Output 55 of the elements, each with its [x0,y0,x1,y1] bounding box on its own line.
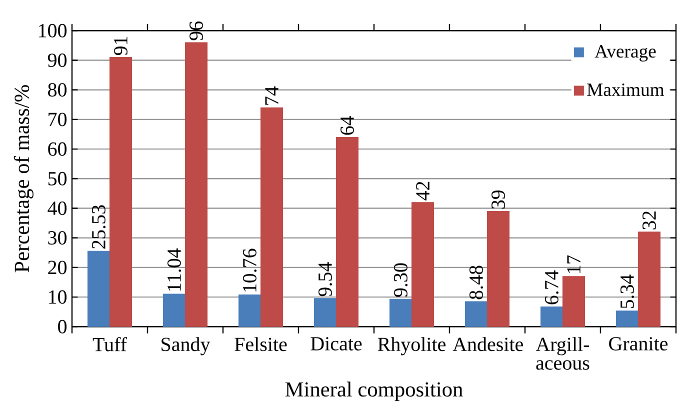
data-label: 42 [416,182,430,200]
y-axis-title: Percentage of mass/% [14,85,34,272]
bar [638,232,661,327]
y-tick-label: 30 [48,231,67,245]
x-tick-label: Dicate [310,337,362,350]
bar [389,298,412,327]
data-label: 96 [190,21,203,40]
y-tick-label: 100 [39,24,67,38]
y-tick-label: 70 [48,112,67,126]
data-label: 9.30 [394,263,408,297]
data-label: 32 [642,211,656,230]
bar [411,202,434,327]
data-label: 6.74 [544,270,559,304]
data-label: 64 [340,116,354,135]
x-tick-label: Tuff [92,337,127,352]
data-label: 8.48 [469,266,484,300]
y-tick-label: 80 [48,83,67,97]
bar [109,57,132,327]
y-tick-label: 50 [48,172,67,186]
data-label: 74 [265,86,278,105]
bar [336,136,359,327]
data-label: 39 [492,190,505,209]
bar [616,310,639,327]
bar [260,107,284,327]
x-tick-label: Rhyolite [378,337,446,356]
bar [314,298,337,327]
data-label: 10.76 [242,248,257,292]
bar [162,294,186,327]
x-tick-label: Granite [609,337,668,350]
data-label: 91 [114,36,128,56]
y-tick-label: 10 [49,290,67,304]
y-tick-label: 90 [48,54,67,67]
data-label: 25.53 [92,205,106,249]
data-label: 9.54 [318,262,332,296]
data-label: 5.34 [620,274,634,308]
bar [562,276,586,327]
bar [87,250,110,327]
y-tick-label: 20 [48,260,67,274]
bar [184,42,208,327]
y-tick-label: 0 [58,320,67,334]
bar [486,210,510,327]
x-tick-label: Sandy [162,337,210,356]
x-tick-label: Felsite [234,337,287,352]
bar [464,301,488,327]
legend-label: Maximum [587,83,664,96]
x-tick-label: Argill- aceous [536,337,590,370]
x-axis-title: Mineral composition [285,382,463,401]
legend-label: Average [594,45,656,62]
bar [540,306,564,327]
data-label: 11.04 [167,248,182,291]
data-label: 17 [567,255,580,273]
y-tick-label: 60 [48,142,67,156]
bar [238,294,262,327]
y-tick-label: 40 [48,202,67,215]
x-tick-label: Andesite [452,337,523,352]
